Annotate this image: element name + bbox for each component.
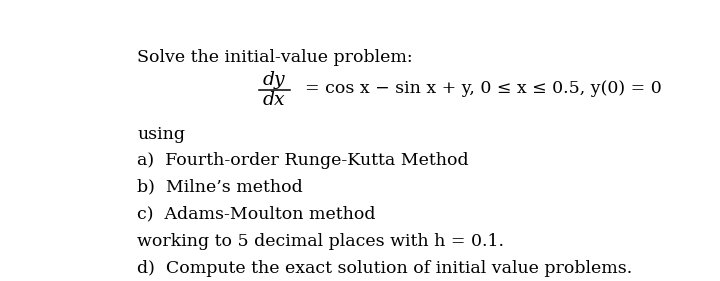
Text: using: using: [138, 126, 186, 143]
Text: dx: dx: [263, 91, 285, 109]
Text: d)  Compute the exact solution of initial value problems.: d) Compute the exact solution of initial…: [138, 260, 633, 277]
Text: Solve the initial-value problem:: Solve the initial-value problem:: [138, 49, 413, 66]
Text: = cos x − sin x + y, 0 ≤ x ≤ 0.5, y(0) = 0: = cos x − sin x + y, 0 ≤ x ≤ 0.5, y(0) =…: [305, 80, 662, 98]
Text: a)  Fourth-order Runge-Kutta Method: a) Fourth-order Runge-Kutta Method: [138, 152, 469, 169]
Text: dy: dy: [263, 71, 285, 89]
Text: working to 5 decimal places with h = 0.1.: working to 5 decimal places with h = 0.1…: [138, 233, 505, 250]
Text: c)  Adams-Moulton method: c) Adams-Moulton method: [138, 206, 376, 223]
Text: b)  Milne’s method: b) Milne’s method: [138, 179, 303, 196]
